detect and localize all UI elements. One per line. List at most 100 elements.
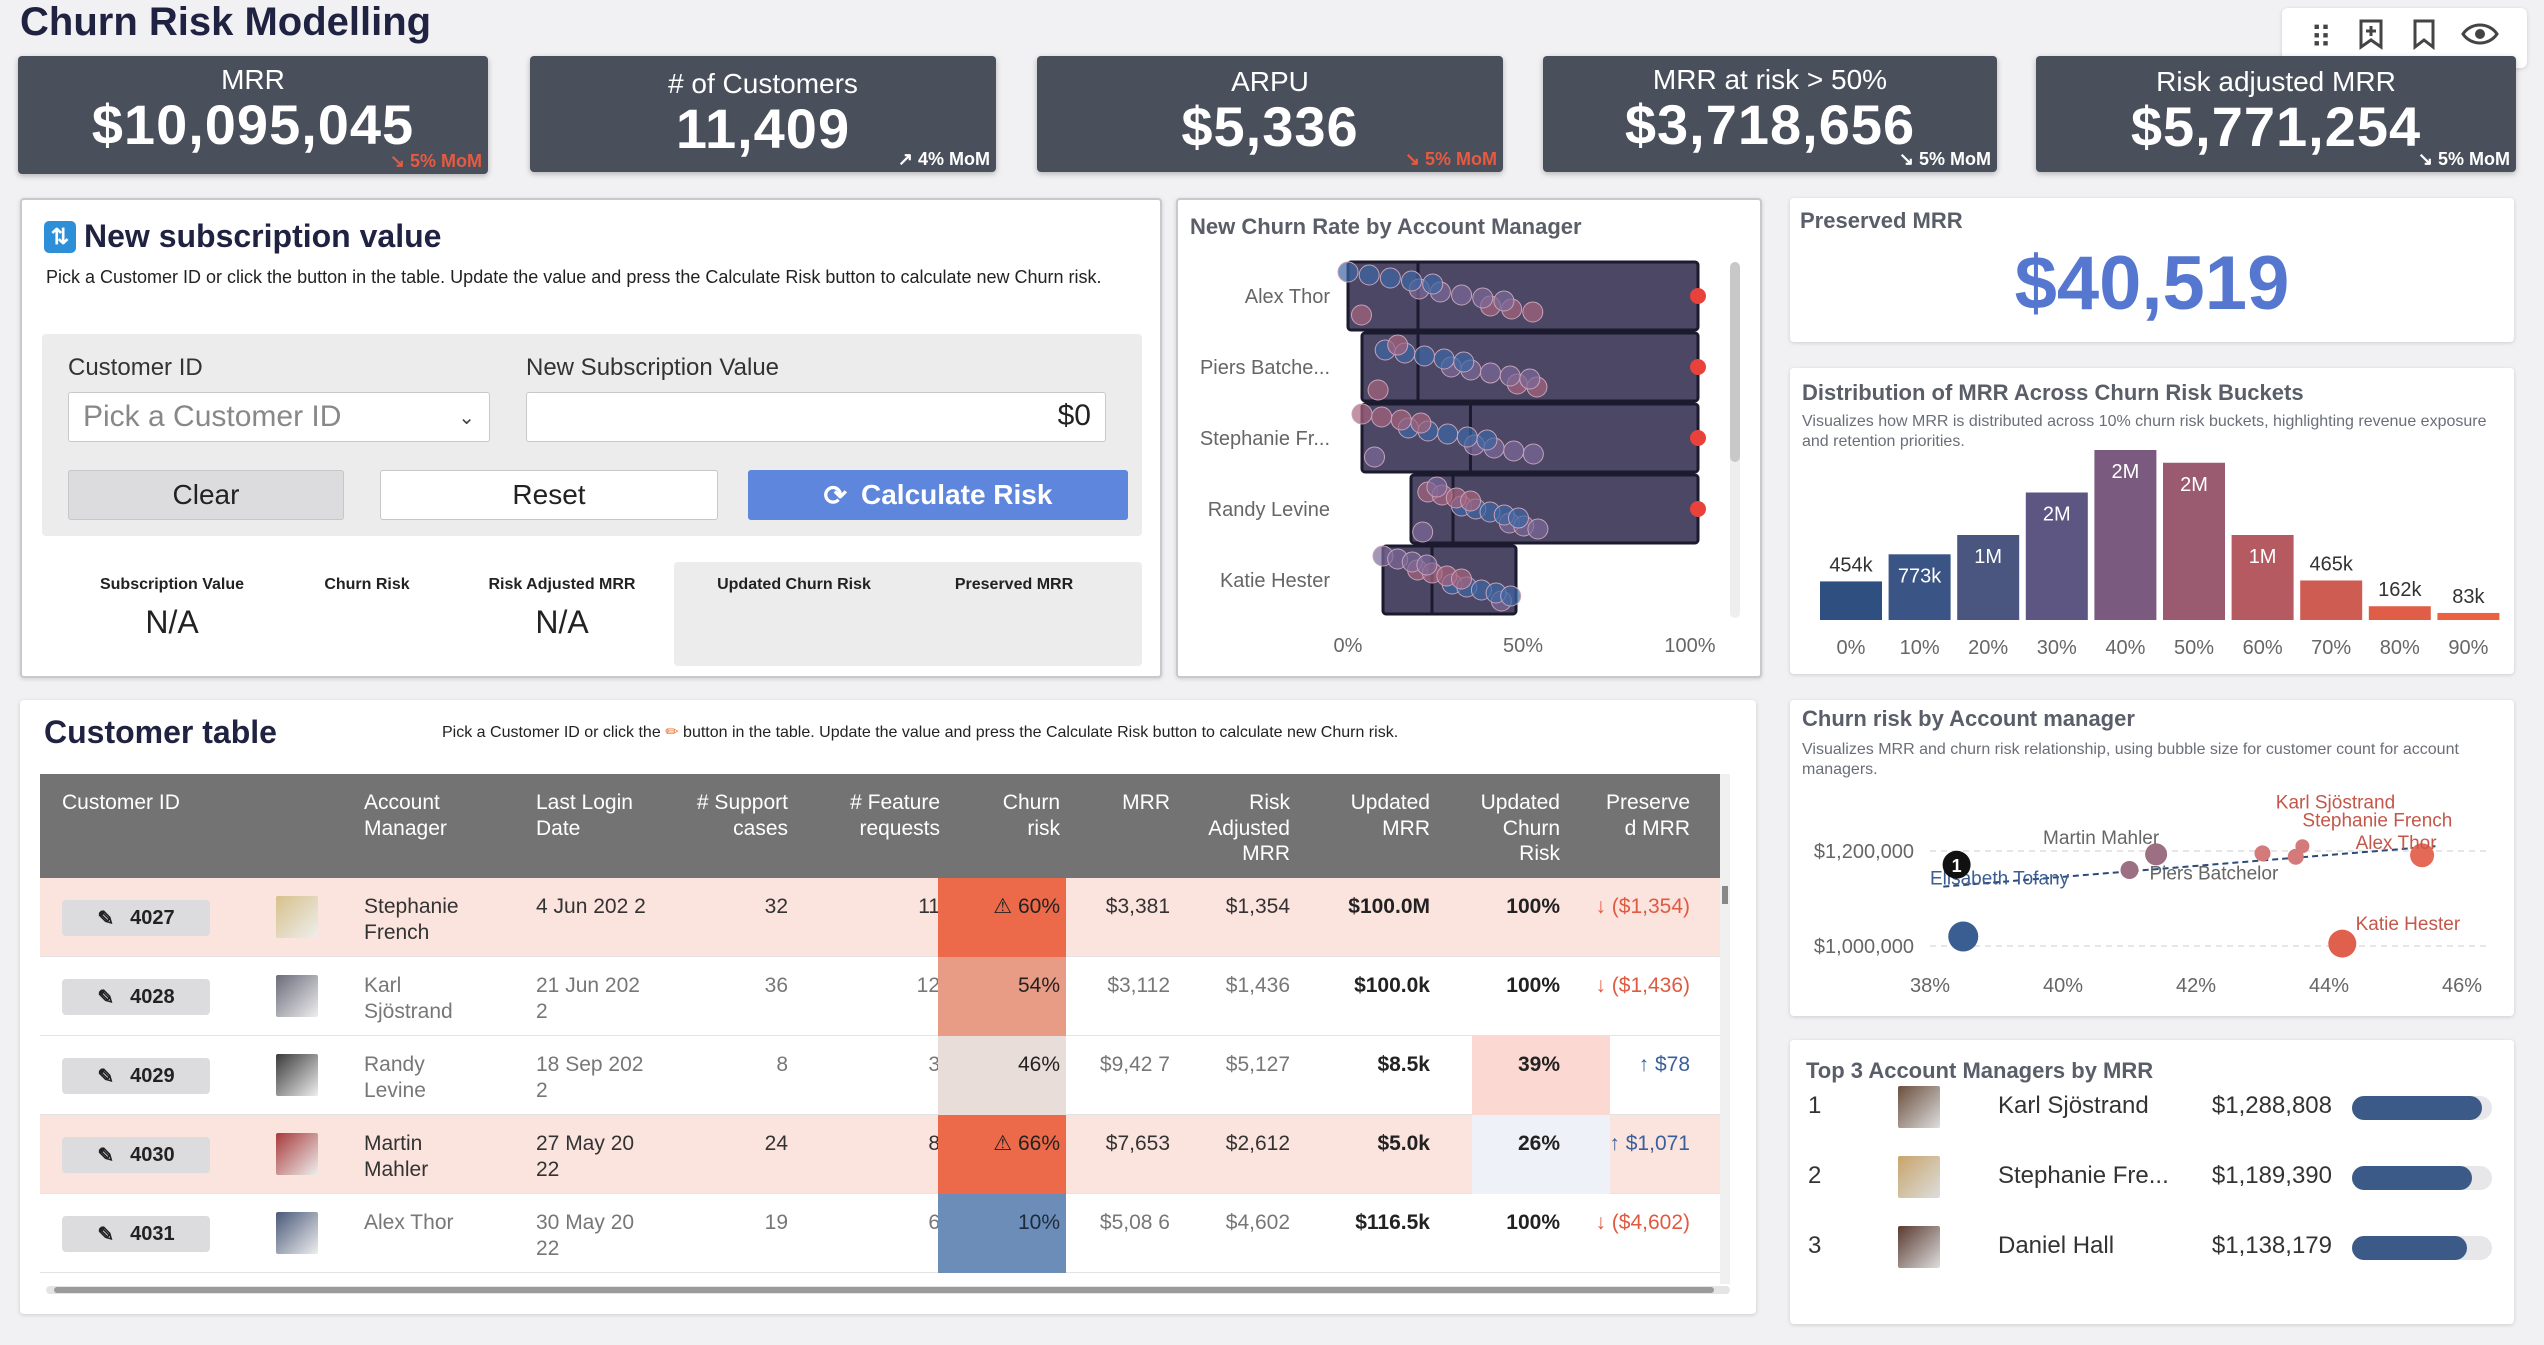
- bookmark-icon[interactable]: [2411, 18, 2437, 58]
- reset-button[interactable]: Reset: [380, 470, 718, 520]
- th-customer-id[interactable]: Customer ID: [62, 791, 180, 814]
- updated-mrr: $8.5k: [1377, 1053, 1430, 1076]
- th-mrr[interactable]: MRR: [1122, 791, 1170, 814]
- bar-label: 162k: [2378, 579, 2422, 601]
- pencil-icon: ✎: [97, 986, 115, 1009]
- bubble-label: Stephanie French: [2302, 810, 2452, 831]
- bar: [1888, 554, 1951, 620]
- updated-churn-label: Updated Churn Risk: [717, 576, 871, 593]
- th-feature[interactable]: # Feature requests: [850, 791, 940, 840]
- th-preserved[interactable]: Preserve d MRR: [1605, 791, 1690, 840]
- customer-id: 4028: [130, 985, 175, 1008]
- th-account-manager[interactable]: Account Manager: [364, 791, 447, 840]
- edit-customer-button[interactable]: ✎ 4029: [62, 1058, 210, 1094]
- table-row[interactable]: ✎ 4031 Alex Thor 30 May 20 22 19 6 10% $5,08 6 $…: [40, 1194, 1720, 1273]
- bookmark-add-icon[interactable]: [2356, 18, 2386, 58]
- feature-requests: 3: [928, 1053, 940, 1076]
- table-vscroll[interactable]: [1720, 774, 1730, 1284]
- kpi-value: 11,409: [675, 97, 851, 160]
- preserved-mrr-card: Preserved MRR $40,519: [1790, 198, 2514, 342]
- table-row[interactable]: ✎ 4030 Martin Mahler 27 May 20 22 24 8 ⚠ 66% $7…: [40, 1115, 1720, 1194]
- bubble-label: Alex Thor: [2356, 833, 2438, 854]
- x-tick: 90%: [2448, 637, 2488, 659]
- risk-adjusted-mrr: $1,354: [1225, 895, 1290, 918]
- eye-icon[interactable]: [2461, 20, 2499, 56]
- th-risk-adjusted[interactable]: Risk Adjusted MRR: [1208, 791, 1290, 866]
- box-point: [1460, 490, 1482, 512]
- table-row[interactable]: ✎ 4027 Stephanie French 4 Jun 202 2 32 11 ⚠ 60…: [40, 878, 1720, 957]
- edit-customer-button[interactable]: ✎ 4028: [62, 979, 210, 1015]
- edit-customer-button[interactable]: ✎ 4031: [62, 1216, 210, 1252]
- bubble: [2145, 843, 2168, 866]
- risk-adjusted-value: N/A: [535, 604, 589, 640]
- calculate-risk-button[interactable]: ⟳ Calculate Risk: [748, 470, 1128, 520]
- churn-risk-cell: [938, 1036, 1066, 1115]
- customer-id: 4029: [130, 1064, 175, 1087]
- kpi-label: Risk adjusted MRR: [2156, 66, 2396, 97]
- support-cases: 32: [764, 895, 788, 918]
- th-last-login[interactable]: Last Login Date: [536, 791, 633, 840]
- kpi-value: $5,771,254: [2130, 95, 2422, 158]
- x-tick: 30%: [2037, 637, 2077, 659]
- panel-title-text: New subscription value: [84, 218, 442, 254]
- customer-id-select[interactable]: Pick a Customer ID ⌄: [68, 392, 490, 442]
- outlier-marker: [1690, 359, 1706, 375]
- table-instruction: Pick a Customer ID or click the ✏ button…: [442, 722, 1398, 742]
- preserved-mrr: ↑ $78: [1638, 1053, 1690, 1076]
- x-tick: 50%: [2174, 637, 2214, 659]
- instruction-text: Pick a Customer ID or click the: [442, 724, 661, 741]
- table-hscroll-thumb[interactable]: [54, 1287, 1714, 1293]
- box-point: [1379, 267, 1401, 289]
- scrollbar[interactable]: [1730, 262, 1740, 618]
- drag-handle-icon[interactable]: ⠿: [2310, 21, 2333, 55]
- table-row[interactable]: ✎ 4028 Karl Sjöstrand 21 Jun 202 2 36 12 54% $3…: [40, 957, 1720, 1036]
- avatar: [1898, 1226, 1940, 1268]
- mrr-bar-track: [2352, 1236, 2492, 1260]
- avatar: [276, 1212, 318, 1254]
- box-point: [1358, 264, 1380, 286]
- box-point: [1456, 426, 1478, 448]
- bar: [2025, 492, 2088, 620]
- subscription-value: N/A: [145, 604, 199, 640]
- table-row[interactable]: ✎ 4029 Randy Levine 18 Sep 202 2 8 3 46% $9,42 …: [40, 1036, 1720, 1115]
- th-updated-churn[interactable]: Updated Churn Risk: [1480, 791, 1560, 866]
- outlier-marker: [1690, 288, 1706, 304]
- table-vscroll-thumb[interactable]: [1722, 886, 1728, 904]
- box-point: [1499, 365, 1521, 387]
- churn-risk-cell: [938, 1194, 1066, 1273]
- panel-title: ⇅ New subscription value: [44, 218, 441, 255]
- pencil-icon: ✎: [97, 1065, 115, 1088]
- th-updated-mrr[interactable]: Updated MRR: [1350, 791, 1430, 840]
- box-point: [1422, 273, 1444, 295]
- manager-label: Randy Levine: [1208, 499, 1330, 521]
- kpi-mom: ↘ 5% MoM: [389, 151, 482, 171]
- preserved-mrr: ↑ $1,071: [1609, 1132, 1690, 1155]
- edit-customer-button[interactable]: ✎ 4027: [62, 900, 210, 936]
- distribution-subtitle: Visualizes how MRR is distributed across…: [1802, 413, 2487, 450]
- avatar: [276, 975, 318, 1017]
- updated-churn-risk: 39%: [1517, 1053, 1560, 1076]
- instruction-text: button in the table. Update the value an…: [683, 724, 1399, 741]
- scrollbar-thumb[interactable]: [1730, 262, 1740, 462]
- preserved-mrr: ↓ ($1,354): [1595, 895, 1690, 918]
- support-cases: 19: [764, 1211, 788, 1234]
- manager-name: Karl Sjöstrand: [1998, 1092, 2149, 1119]
- panel-description: Pick a Customer ID or click the button i…: [46, 267, 1102, 287]
- risk-adjusted-mrr: $5,127: [1225, 1053, 1290, 1076]
- bar: [2163, 462, 2225, 620]
- bar: [1957, 535, 2020, 620]
- top3-title: Top 3 Account Managers by MRR: [1806, 1058, 2154, 1083]
- bar-label: 2M: [2112, 461, 2140, 483]
- x-tick: 0%: [1334, 635, 1363, 657]
- box: [1346, 260, 1700, 332]
- box-point: [1476, 429, 1498, 451]
- clear-button[interactable]: Clear: [68, 470, 344, 520]
- churn-rate-panel: New Churn Rate by Account Manager Alex T…: [1176, 198, 1762, 678]
- box-point: [1351, 403, 1373, 425]
- table-hscroll[interactable]: [46, 1286, 1730, 1294]
- th-support[interactable]: # Support cases: [696, 791, 788, 840]
- new-value-input[interactable]: $0: [526, 392, 1106, 442]
- edit-customer-button[interactable]: ✎ 4030: [62, 1137, 210, 1173]
- th-churn[interactable]: Churn risk: [1002, 791, 1060, 840]
- bubble: [2254, 845, 2271, 862]
